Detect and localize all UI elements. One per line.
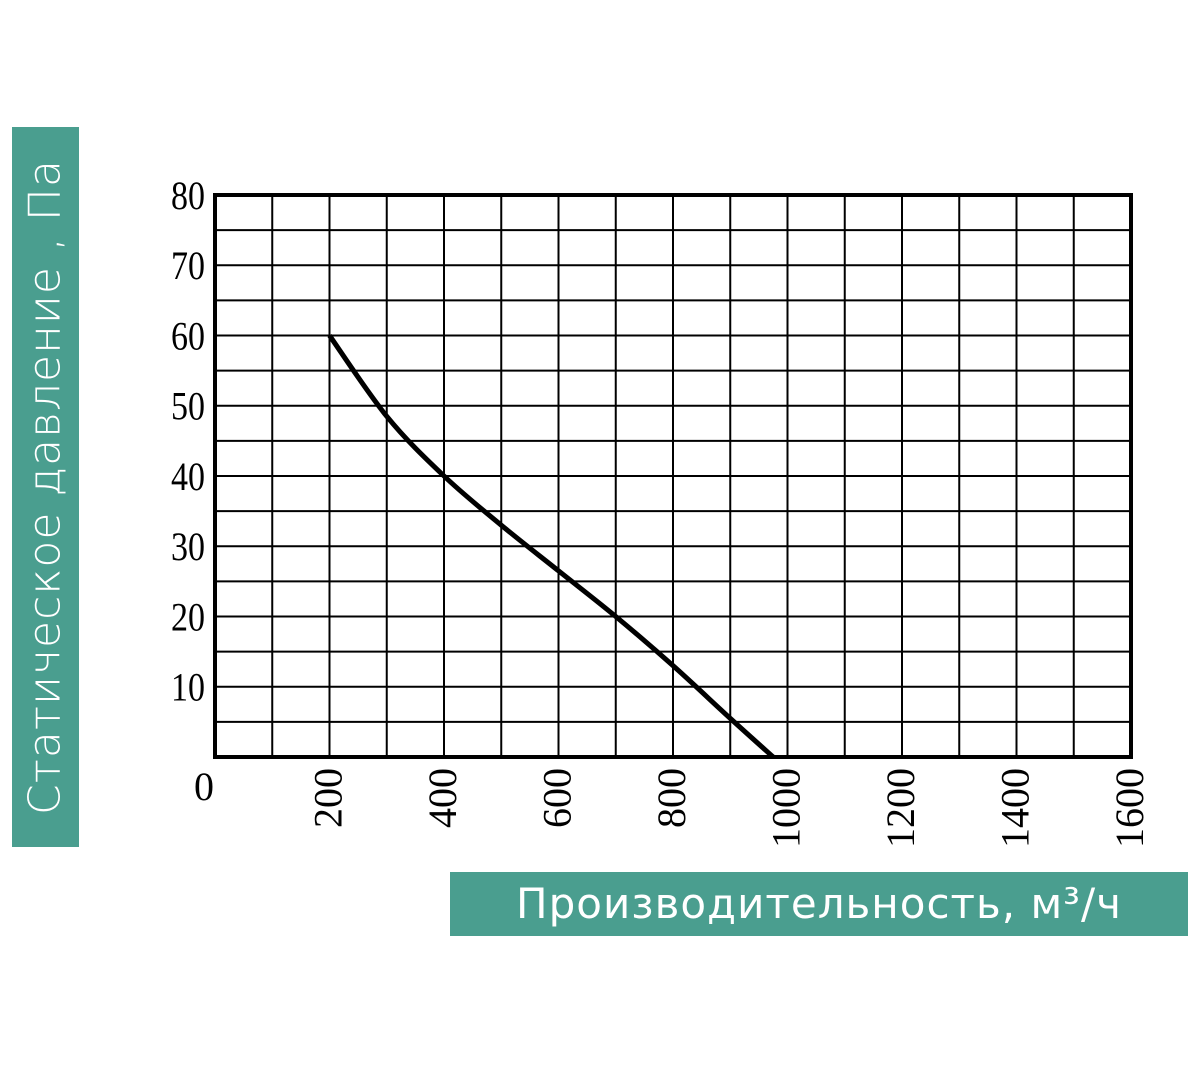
- x-tick-label: 0: [194, 764, 214, 809]
- x-tick-label: 1400: [993, 768, 1038, 848]
- y-tick-label: 40: [171, 456, 205, 500]
- plot-frame: [213, 193, 1133, 759]
- series-line: [327, 334, 775, 759]
- x-tick-label: 1000: [764, 768, 809, 848]
- y-tick-label: 10: [171, 666, 205, 710]
- x-tick-label: 1600: [1107, 768, 1152, 848]
- x-axis-label: Производительность, м³/ч: [450, 872, 1188, 936]
- y-tick-label: 50: [171, 385, 205, 429]
- x-tick-label: 600: [535, 768, 580, 828]
- y-tick-label: 20: [171, 596, 205, 640]
- x-tick-label: 400: [420, 768, 465, 828]
- y-axis-label: Статическое давление , Па: [19, 159, 71, 815]
- x-tick-label: 1200: [878, 768, 923, 848]
- y-tick-label: 60: [171, 315, 205, 359]
- y-tick-label: 70: [171, 245, 205, 289]
- y-tick-label: 80: [171, 175, 205, 219]
- x-tick-label: 800: [649, 768, 694, 828]
- x-tick-label: 200: [306, 768, 351, 828]
- y-axis-label-box: [12, 127, 79, 847]
- y-tick-label: 30: [171, 526, 205, 570]
